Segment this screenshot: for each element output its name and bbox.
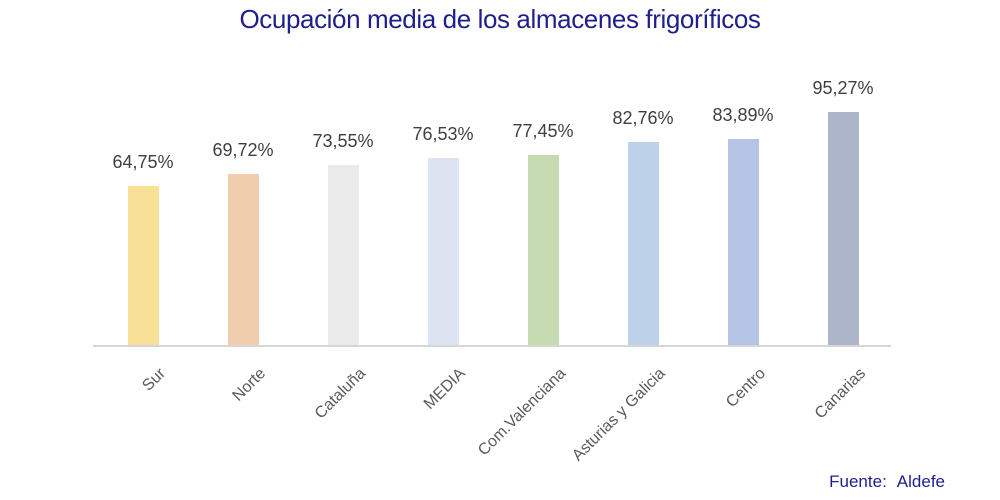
bars-row: 64,75% 69,72% 73,55% 76,53% 77,45% 82,76% 83,8…	[93, 59, 893, 345]
category-label-asturias-y-galicia: Asturias y Galicia	[569, 365, 670, 465]
value-label-media: 76,53%	[412, 124, 474, 144]
bar-column-catalu-a: 73,55%	[293, 59, 393, 345]
source-value: Aldefe	[896, 472, 945, 491]
category-label-canarias: Canarias	[811, 365, 870, 423]
value-label-centro: 83,89%	[712, 105, 774, 125]
value-label-canarias: 95,27%	[812, 78, 874, 98]
x-axis-line	[93, 345, 891, 347]
bar-column-media: 76,53%	[393, 59, 493, 345]
category-label-catalu-a: Cataluña	[311, 365, 370, 423]
category-label-sur: Sur	[139, 365, 170, 395]
bar-column-norte: 69,72%	[193, 59, 293, 345]
category-label-com-valenciana: Com.Valenciana	[474, 365, 570, 460]
category-label-media: MEDIA	[421, 365, 470, 413]
bar-sur	[127, 186, 159, 345]
bar-canarias	[827, 112, 859, 345]
bar-com-valenciana	[527, 155, 559, 345]
bar-column-com-valenciana: 77,45%	[493, 59, 593, 345]
bar-asturias-y-galicia	[627, 142, 659, 345]
category-label-norte: Norte	[229, 365, 270, 405]
plot-area: 64,75% 69,72% 73,55% 76,53% 77,45% 82,76% 83,8…	[93, 59, 893, 345]
bar-column-sur: 64,75%	[93, 59, 193, 345]
source-label: Fuente:	[829, 472, 887, 491]
value-label-catalu-a: 73,55%	[312, 131, 374, 151]
value-label-norte: 69,72%	[212, 140, 274, 160]
value-label-com-valenciana: 77,45%	[512, 121, 574, 141]
value-label-sur: 64,75%	[112, 152, 174, 172]
bar-column-asturias-y-galicia: 82,76%	[593, 59, 693, 345]
bar-column-centro: 83,89%	[693, 59, 793, 345]
bar-norte	[227, 174, 259, 345]
category-label-centro: Centro	[723, 365, 770, 411]
bar-catalu-a	[327, 165, 359, 345]
bar-media	[427, 158, 459, 345]
bar-column-canarias: 95,27%	[793, 59, 893, 345]
bar-centro	[727, 139, 759, 345]
value-label-asturias-y-galicia: 82,76%	[612, 108, 674, 128]
chart-title: Ocupación media de los almacenes frigorí…	[239, 4, 761, 34]
category-labels: Sur Norte Cataluña MEDIA Com.Valenciana Astur…	[93, 347, 893, 492]
source-note: Fuente: Aldefe	[829, 472, 945, 492]
